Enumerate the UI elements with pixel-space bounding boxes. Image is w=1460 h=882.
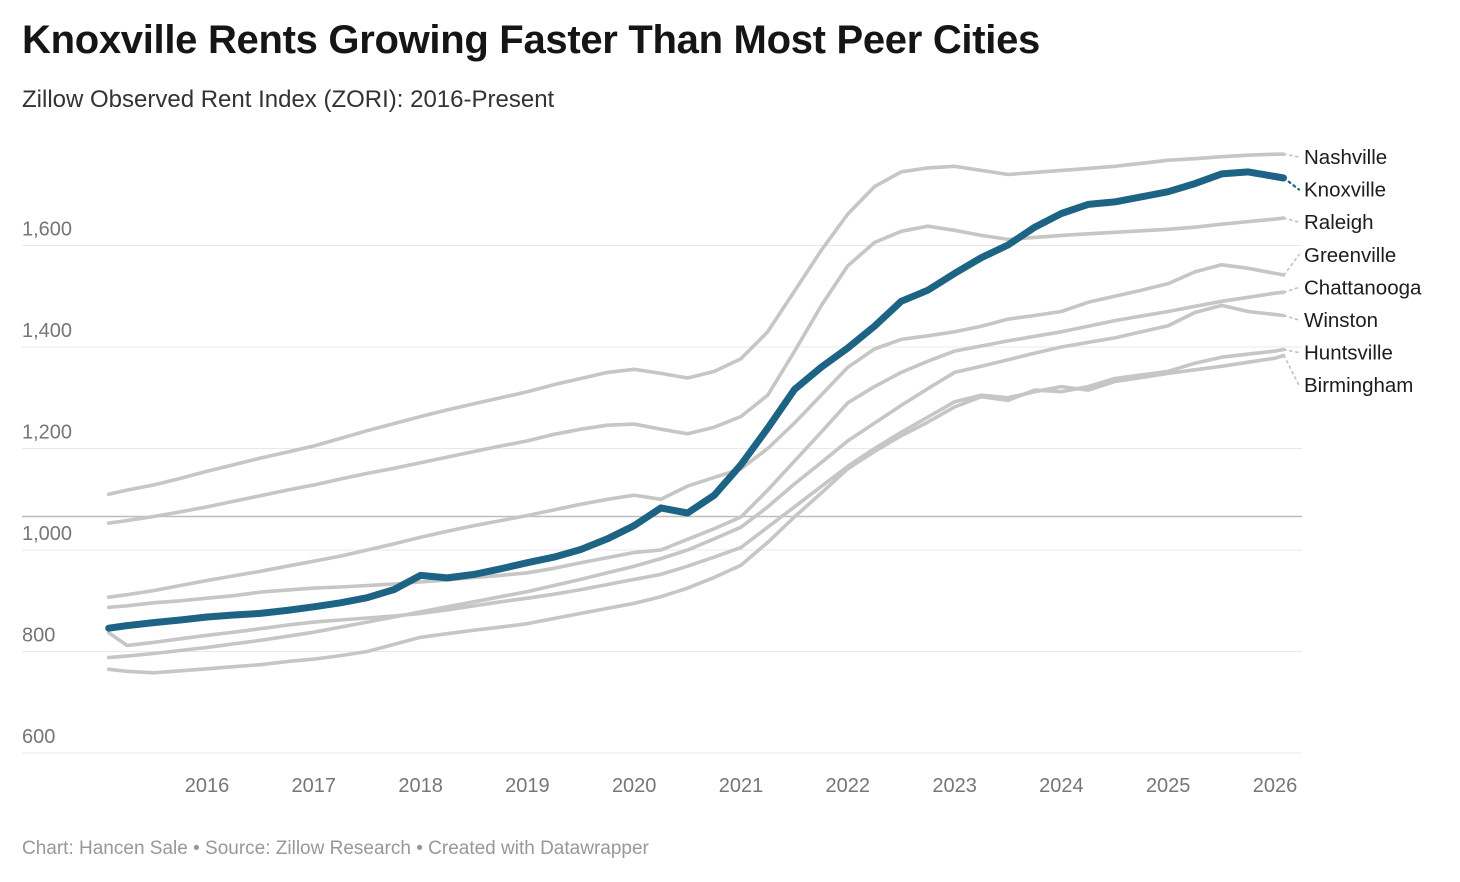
y-tick-label-1000: 1,000	[22, 523, 72, 545]
series-label-huntsville: Huntsville	[1304, 342, 1393, 365]
x-tick-label-2019: 2019	[505, 775, 550, 797]
label-connector-huntsville	[1283, 348, 1300, 354]
y-tick-label-1400: 1,400	[22, 320, 72, 342]
chart-footer-credit: Chart: Hancen Sale • Source: Zillow Rese…	[22, 838, 649, 859]
label-connector-winston	[1283, 314, 1300, 321]
series-line-nashville	[106, 152, 1286, 497]
series-label-birmingham: Birmingham	[1304, 374, 1413, 397]
series-label-chattanooga: Chattanooga	[1304, 276, 1422, 299]
x-tick-label-2016: 2016	[185, 775, 230, 797]
series-line-chattanooga	[106, 290, 1286, 610]
label-connector-raleigh	[1283, 217, 1300, 224]
x-tick-label-2024: 2024	[1039, 775, 1084, 797]
chart-title: Knoxville Rents Growing Faster Than Most…	[22, 18, 1040, 62]
y-tick-label-800: 800	[22, 625, 55, 647]
y-tick-label-1600: 1,600	[22, 219, 72, 241]
series-label-raleigh: Raleigh	[1304, 211, 1374, 234]
x-tick-label-2018: 2018	[398, 775, 443, 797]
y-tick-label-600: 600	[22, 726, 55, 748]
label-connector-greenville	[1283, 253, 1300, 276]
x-tick-label-2020: 2020	[612, 775, 657, 797]
series-label-winston: Winston	[1304, 309, 1378, 332]
series-label-greenville: Greenville	[1304, 244, 1396, 267]
x-tick-label-2026: 2026	[1253, 775, 1298, 797]
x-tick-label-2023: 2023	[932, 775, 977, 797]
series-label-knoxville: Knoxville	[1304, 179, 1386, 202]
series-line-huntsville	[106, 347, 1286, 675]
x-tick-label-2022: 2022	[826, 775, 871, 797]
series-label-nashville: Nashville	[1304, 146, 1387, 169]
y-tick-label-1200: 1,200	[22, 422, 72, 444]
series-line-knoxville	[105, 168, 1287, 632]
chart-subtitle: Zillow Observed Rent Index (ZORI): 2016-…	[22, 86, 555, 113]
series-line-greenville	[106, 262, 1286, 600]
x-tick-label-2021: 2021	[719, 775, 764, 797]
series-line-birmingham	[106, 353, 1286, 648]
series-line-raleigh	[106, 216, 1286, 525]
series-line-winston	[106, 303, 1286, 660]
x-tick-label-2017: 2017	[292, 775, 337, 797]
label-connector-nashville	[1283, 153, 1300, 158]
label-connector-knoxville	[1282, 176, 1301, 191]
x-tick-label-2025: 2025	[1146, 775, 1191, 797]
label-connector-chattanooga	[1283, 286, 1300, 294]
label-connector-birmingham	[1283, 354, 1300, 387]
